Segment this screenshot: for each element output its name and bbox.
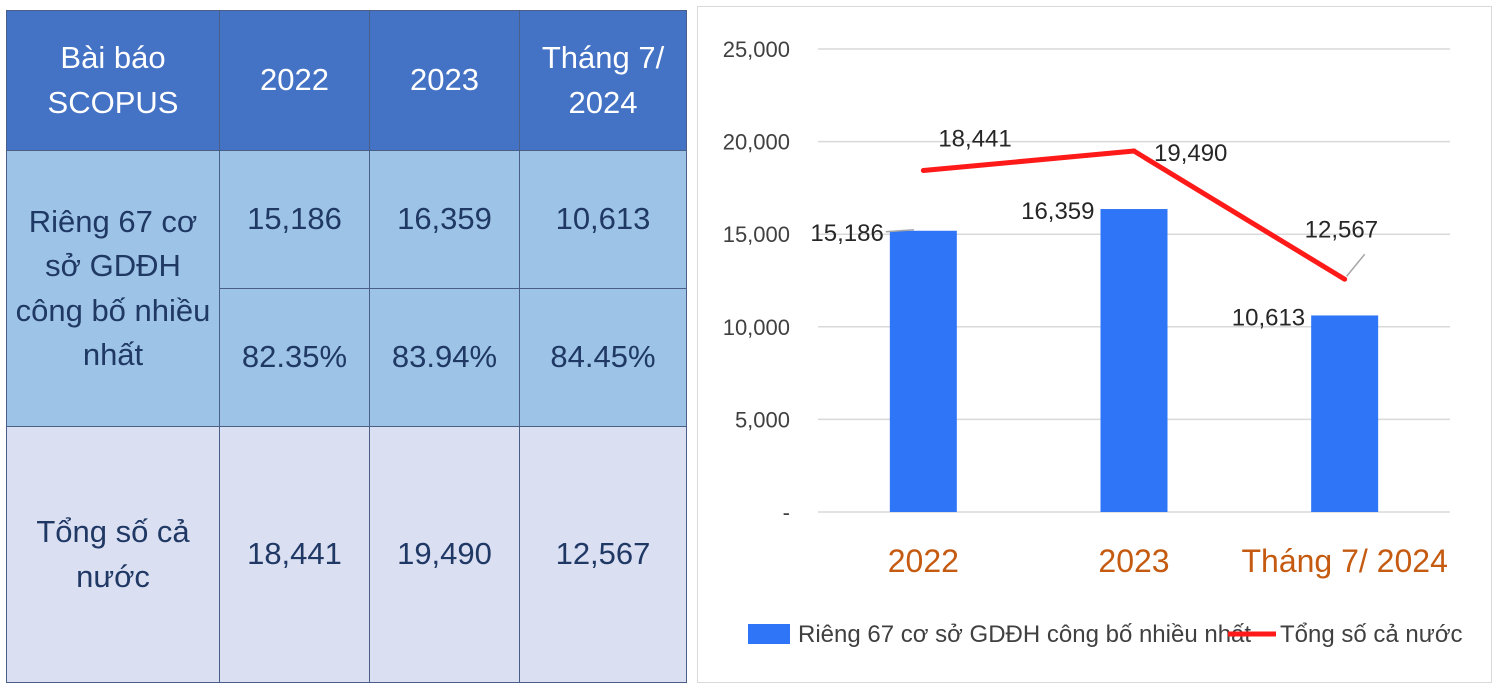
group-label-cell: Riêng 67 cơ sở GDĐH công bố nhiều nhất (6, 150, 220, 427)
table-cell: 12,567 (519, 426, 687, 683)
legend-label: Riêng 67 cơ sở GDĐH công bố nhiều nhất (798, 621, 1251, 648)
leader-line (885, 229, 914, 233)
y-tick-label: 15,000 (723, 222, 790, 247)
chart-frame: - 5,000 10,000 15,000 20,000 25,000 2022 2023 Th… (697, 6, 1492, 683)
table-header-row: Bài báo SCOPUS 2022 2023 Tháng 7/ 2024 (6, 10, 687, 151)
table-cell: 84.45% (519, 288, 687, 427)
table-cell: 82.35% (219, 288, 370, 427)
bar (889, 230, 957, 512)
table-cell: 83.94% (369, 288, 520, 427)
bar-data-label: 16,359 (1021, 198, 1094, 225)
scopus-table: Bài báo SCOPUS 2022 2023 Tháng 7/ 2024 R… (6, 10, 687, 683)
header-col-2023: 2023 (369, 10, 520, 151)
bar (1311, 315, 1379, 512)
table-cell: 18,441 (219, 426, 370, 683)
bar-data-label: 10,613 (1232, 304, 1305, 331)
leader-line (1346, 253, 1366, 277)
legend-swatch-bar (748, 624, 790, 644)
header-label: Bài báo SCOPUS (6, 10, 220, 151)
y-tick-label: 20,000 (723, 130, 790, 155)
y-tick-label: 5,000 (735, 407, 790, 432)
bar (1100, 209, 1168, 513)
line-data-label: 12,567 (1305, 216, 1378, 243)
header-col-2024: Tháng 7/ 2024 (519, 10, 687, 151)
legend-label: Tổng số cả nước (1280, 621, 1463, 648)
total-label-cell: Tổng số cả nước (6, 426, 220, 683)
y-tick-label: 25,000 (723, 37, 790, 62)
y-tick-label: 10,000 (723, 315, 790, 340)
x-tick-label: 2023 (1098, 543, 1169, 579)
table-row: Riêng 67 cơ sở GDĐH công bố nhiều nhất 1… (6, 150, 687, 427)
y-tick-label: - (783, 500, 790, 525)
line-point (1342, 276, 1348, 282)
table-cell: 19,490 (369, 426, 520, 683)
table-cell: 16,359 (369, 150, 520, 289)
line-point (1131, 148, 1137, 154)
x-tick-label: 2022 (888, 543, 959, 579)
table-row: Tổng số cả nước 18,441 19,490 12,567 (6, 426, 687, 683)
table-row: 82.35% 83.94% 84.45% (7, 288, 687, 427)
combo-chart: - 5,000 10,000 15,000 20,000 25,000 2022 2023 Th… (723, 37, 1463, 648)
table-cell: 15,186 (219, 150, 370, 289)
line-data-label: 19,490 (1154, 140, 1227, 167)
table-cell: 10,613 (519, 150, 687, 289)
line-point (920, 167, 926, 173)
x-tick-label: Tháng 7/ 2024 (1241, 543, 1447, 579)
header-col-2022: 2022 (219, 10, 370, 151)
line-data-label: 18,441 (938, 125, 1011, 152)
bar-data-label: 15,186 (810, 220, 883, 247)
